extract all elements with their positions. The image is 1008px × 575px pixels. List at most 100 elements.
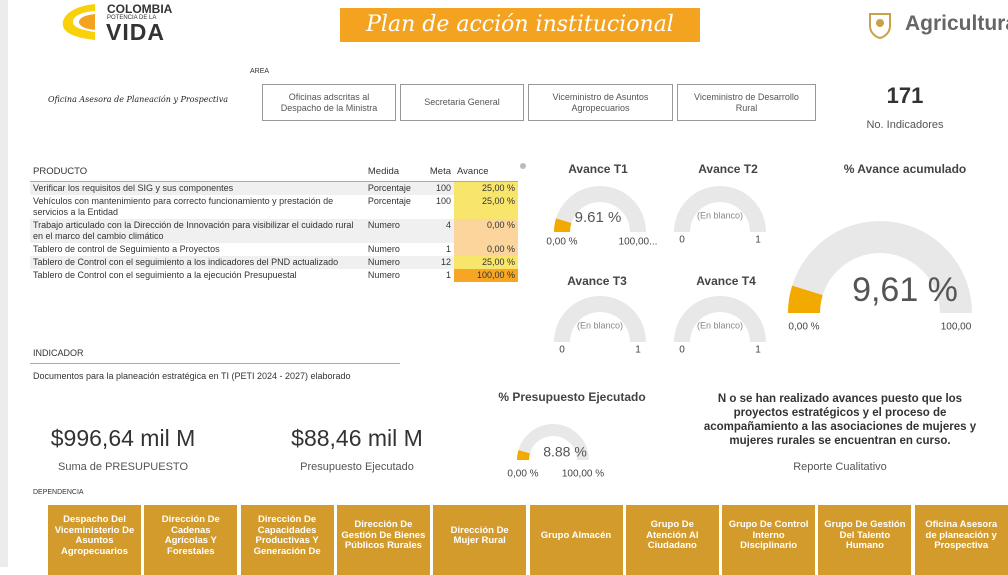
area-button[interactable]: Secretaria General bbox=[400, 84, 524, 121]
dependencia-button[interactable]: Grupo De Gestión Del Talento Humano bbox=[818, 505, 912, 575]
card-label: Suma de PRESUPUESTO bbox=[57, 461, 188, 473]
header-rule bbox=[30, 363, 400, 364]
dependencia-button[interactable]: Dirección De Capacidades Productivas Y G… bbox=[240, 505, 334, 575]
gauge-min: 0,00 % bbox=[546, 237, 577, 248]
area-button[interactable]: Viceministro de Asuntos Agropecuarios bbox=[528, 84, 673, 121]
table-cell: Numero bbox=[364, 256, 427, 269]
table-cell: 25,00 % bbox=[454, 181, 518, 195]
gauge-fill bbox=[788, 285, 823, 313]
gauge-max: 100,00... bbox=[619, 237, 658, 248]
dependencia-button[interactable]: Grupo De Control Interno Disciplinario bbox=[722, 505, 816, 575]
table-cell: 0,00 % bbox=[454, 243, 518, 256]
gauge-min: 0 bbox=[679, 235, 685, 246]
gauge-min: 0,00 % bbox=[507, 469, 538, 480]
gauge-value: 9,61 % bbox=[852, 271, 958, 309]
column-header: PRODUCTO bbox=[30, 162, 365, 182]
filter-label: DEPENDENCIA bbox=[33, 489, 84, 496]
gauge-title: Avance T2 bbox=[698, 162, 758, 176]
table-cell: Numero bbox=[367, 244, 400, 254]
gauge-fill bbox=[517, 450, 530, 460]
kpi-label: No. Indicadores bbox=[866, 119, 944, 131]
gauge-track bbox=[554, 296, 646, 342]
gauge-value: 9.61 % bbox=[575, 209, 622, 226]
gauge-max: 100,00 % bbox=[562, 469, 604, 480]
gauge-title: Avance T4 bbox=[696, 274, 756, 288]
column-header: Avance bbox=[454, 162, 518, 182]
table-row: Tablero de Control con el seguimiento a … bbox=[30, 256, 518, 269]
table-cell: Tablero de control de Seguimiento a Proy… bbox=[33, 244, 220, 254]
gauge-note: (En blanco) bbox=[697, 320, 743, 330]
gauge-min: 0 bbox=[679, 345, 685, 356]
table-cell: Tablero de Control con el seguimiento a … bbox=[33, 270, 297, 280]
dependencia-button[interactable]: Despacho Del Viceministerio De Asuntos A… bbox=[48, 505, 141, 575]
gauge-title: Avance T3 bbox=[567, 274, 627, 288]
gauge-fill bbox=[554, 218, 572, 232]
dependencia-button[interactable]: Oficina Asesora de planeación y Prospect… bbox=[914, 505, 1008, 575]
table-row: Vehículos con mantenimiento para correct… bbox=[30, 195, 518, 219]
gauge-track bbox=[788, 221, 972, 313]
table-row: Verificar los requisitos del SIG y sus c… bbox=[30, 181, 518, 195]
gauge-note: (En blanco) bbox=[697, 210, 743, 220]
table-cell: 0,00 % bbox=[454, 219, 518, 243]
filter-label: AREA bbox=[250, 68, 270, 75]
table-cell: 1 bbox=[445, 244, 451, 254]
gauge-track bbox=[674, 296, 766, 342]
card-label: Presupuesto Ejecutado bbox=[300, 461, 414, 473]
gauge-note: (En blanco) bbox=[577, 320, 623, 330]
gauge-title: % Presupuesto Ejecutado bbox=[498, 390, 645, 404]
table-cell: Numero bbox=[367, 270, 400, 280]
dependencia-button[interactable]: Grupo Almacén bbox=[529, 505, 623, 575]
gauge-value: 8.88 % bbox=[543, 444, 587, 460]
brand-text: COLOMBIA bbox=[107, 2, 173, 16]
table-cell: 4 bbox=[426, 219, 454, 243]
table-row: Tablero de Control con el seguimiento a … bbox=[30, 269, 518, 282]
gauge-max: 1 bbox=[755, 345, 761, 356]
table-cell: Porcentaje bbox=[364, 181, 427, 195]
kpi-value: 171 bbox=[886, 83, 924, 108]
dependencia-button[interactable]: Dirección De Cadenas Agrícolas Y Foresta… bbox=[144, 505, 238, 575]
ministry-emblem bbox=[869, 13, 891, 40]
gauge-max: 1 bbox=[755, 235, 761, 246]
table-cell: Vehículos con mantenimiento para correct… bbox=[33, 196, 334, 217]
table-cell: 100,00 % bbox=[454, 269, 518, 282]
table-row: Tablero de control de Seguimiento a Proy… bbox=[30, 243, 518, 256]
area-button[interactable]: Oficinas adscritas al Despacho de la Min… bbox=[262, 84, 396, 121]
card-value: $88,46 mil M bbox=[291, 425, 423, 451]
gauge-max: 1 bbox=[635, 345, 641, 356]
gauge-max: 100,00 bbox=[941, 322, 972, 333]
table-cell: Numero bbox=[364, 219, 427, 243]
brand-text: VIDA bbox=[106, 19, 165, 45]
qualitative-text: N o se han realizado avances puesto que … bbox=[703, 393, 977, 447]
table-cell: 12 bbox=[426, 256, 454, 269]
column-header: Medida bbox=[364, 162, 427, 182]
gauge-title: Avance T1 bbox=[568, 162, 628, 176]
left-strip bbox=[0, 0, 8, 567]
gauge-track bbox=[554, 186, 646, 232]
indicator-text: Documentos para la planeación estratégic… bbox=[33, 371, 351, 381]
gauge-min: 0 bbox=[559, 345, 565, 356]
table-cell: 100 bbox=[435, 196, 451, 206]
table-header: INDICADOR bbox=[33, 348, 84, 358]
area-button[interactable]: Viceministro de Desarrollo Rural bbox=[677, 84, 816, 121]
table-cell: 1 bbox=[445, 270, 451, 280]
qualitative-label: Reporte Cualitativo bbox=[793, 461, 887, 473]
products-table: PRODUCTO Medida Meta Avance Verificar los re… bbox=[30, 162, 518, 282]
gauge-track bbox=[517, 424, 589, 460]
table-cell: Tablero de Control con el seguimiento a … bbox=[30, 256, 365, 269]
office-name: Oficina Asesora de Planeación y Prospect… bbox=[48, 95, 228, 104]
table-cell: Porcentaje bbox=[367, 196, 411, 206]
ministry-name: Agricultura bbox=[905, 12, 1008, 35]
card-value: $996,64 mil M bbox=[50, 425, 196, 451]
dependencia-button[interactable]: Grupo De Atención Al Ciudadano bbox=[625, 505, 719, 575]
dependencia-button[interactable]: Dirección De Mujer Rural bbox=[433, 505, 527, 575]
table-row: Trabajo articulado con la Dirección de I… bbox=[30, 219, 518, 243]
table-cell: Verificar los requisitos del SIG y sus c… bbox=[30, 181, 365, 195]
brand-logo bbox=[62, 4, 95, 40]
table-cell: 100 bbox=[426, 181, 454, 195]
dependencia-button[interactable]: Dirección De Gestión De Bienes Públicos … bbox=[336, 505, 430, 575]
table-cell: 25,00 % bbox=[454, 256, 518, 269]
gauge-min: 0,00 % bbox=[788, 322, 819, 333]
gauge-track bbox=[674, 186, 766, 232]
brand-text: POTENCIA DE LA bbox=[107, 15, 157, 21]
